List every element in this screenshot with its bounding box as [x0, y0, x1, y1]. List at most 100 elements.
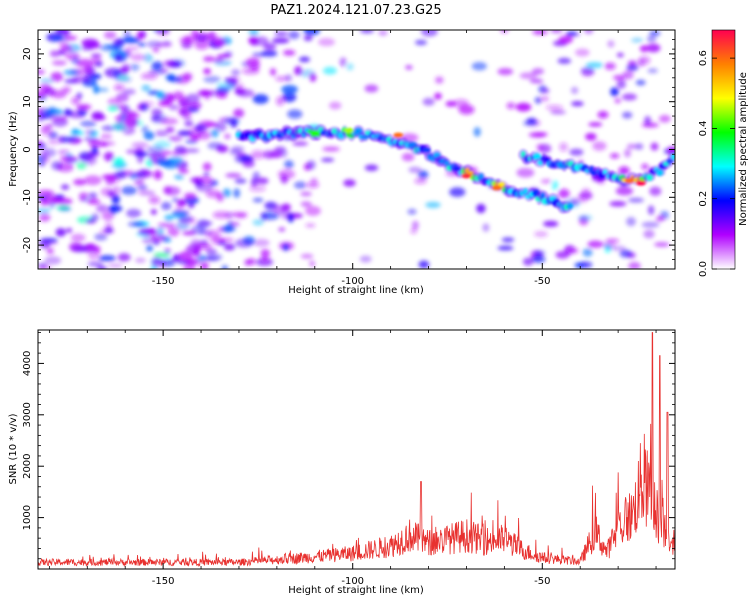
colorbar-tick-label: 0.6 [698, 50, 709, 66]
noise-blob [616, 52, 624, 58]
noise-blob [150, 209, 157, 215]
snr-y-label: SNR (10 * v/v) [8, 413, 19, 484]
y-tick-label: -10 [22, 189, 33, 205]
noise-blob [148, 195, 160, 205]
noise-blob [105, 221, 113, 230]
noise-blob [225, 173, 242, 178]
ridge-core [533, 153, 541, 160]
noise-blob [80, 120, 97, 127]
noise-blob [38, 263, 48, 268]
noise-blob [246, 57, 260, 67]
noise-blob [88, 192, 98, 200]
noise-blob [43, 87, 56, 96]
noise-blob [497, 245, 514, 251]
noise-blob [137, 184, 148, 191]
noise-blob [635, 79, 646, 86]
noise-blob [38, 207, 51, 214]
noise-blob [532, 30, 548, 35]
noise-blob [364, 84, 379, 93]
noise-blob [58, 136, 66, 143]
noise-blob [107, 191, 115, 197]
noise-blob [213, 60, 232, 66]
noise-blob [151, 234, 167, 242]
spectrogram-x-label: Height of straight line (km) [288, 285, 424, 296]
colorbar-label: Normalized spectral amplitude [738, 72, 749, 226]
noise-blob [649, 186, 662, 196]
noise-blob [318, 37, 335, 47]
ridge-peak [635, 180, 646, 186]
noise-blob [519, 72, 538, 80]
noise-blob [646, 43, 661, 53]
noise-blob [73, 178, 87, 186]
noise-blob [141, 125, 149, 134]
noise-blob [89, 139, 105, 147]
noise-blob [343, 179, 356, 187]
noise-blob [60, 45, 73, 52]
noise-blob [322, 66, 337, 75]
noise-blob [543, 220, 559, 227]
noise-blob [201, 265, 209, 269]
noise-blob [558, 35, 573, 44]
noise-blob [157, 222, 176, 229]
noise-blob [268, 152, 282, 158]
y-tick-label: 20 [22, 48, 33, 61]
chart-title: PAZ1.2024.121.07.23.G25 [270, 3, 441, 18]
noise-blob [184, 121, 194, 127]
noise-blob [198, 220, 213, 226]
noise-blob [273, 205, 287, 214]
noise-blob [137, 42, 146, 47]
ridge-core [656, 168, 664, 177]
noise-blob [135, 257, 146, 263]
noise-blob [252, 197, 264, 203]
noise-blob [584, 30, 594, 34]
noise-blob [405, 65, 413, 70]
noise-blob [579, 261, 593, 269]
noise-blob [56, 204, 70, 211]
noise-blob [117, 253, 131, 262]
noise-blob [185, 93, 200, 104]
noise-blob [194, 123, 208, 133]
noise-blob [94, 61, 103, 67]
noise-blob [90, 213, 99, 221]
noise-blob [604, 62, 616, 70]
noise-blob [155, 129, 169, 137]
noise-blob [627, 60, 637, 66]
noise-blob [226, 77, 241, 83]
noise-blob [164, 214, 174, 221]
noise-blob [582, 248, 593, 257]
noise-blob [101, 211, 114, 221]
noise-blob [112, 122, 127, 131]
y-tick-label: 3000 [22, 402, 33, 427]
noise-blob [103, 31, 117, 40]
noise-blob [87, 199, 101, 205]
noise-blob [71, 75, 86, 84]
noise-blob [235, 238, 253, 248]
ridge-peak [309, 130, 320, 136]
noise-blob [205, 189, 222, 198]
noise-blob [113, 157, 124, 166]
noise-blob [162, 159, 180, 169]
noise-blob [80, 155, 97, 166]
noise-blob [280, 174, 289, 184]
noise-blob [272, 37, 290, 44]
noise-blob [100, 134, 113, 139]
noise-blob [300, 191, 312, 197]
noise-blob [153, 252, 170, 258]
colorbar-gradient [712, 30, 735, 269]
noise-blob [414, 178, 427, 185]
noise-blob [528, 132, 547, 138]
noise-blob [522, 257, 534, 266]
spectrogram-ridge-layer [235, 124, 675, 214]
noise-blob [76, 58, 94, 68]
noise-blob [48, 131, 58, 140]
noise-blob [139, 103, 150, 112]
noise-blob [174, 174, 184, 180]
noise-blob [126, 208, 142, 218]
noise-blob [203, 68, 212, 75]
noise-blob [378, 30, 388, 36]
noise-blob [131, 142, 149, 149]
noise-blob [38, 69, 45, 75]
y-tick-label: 1000 [22, 505, 33, 530]
noise-blob [260, 255, 269, 263]
noise-blob [236, 89, 255, 98]
